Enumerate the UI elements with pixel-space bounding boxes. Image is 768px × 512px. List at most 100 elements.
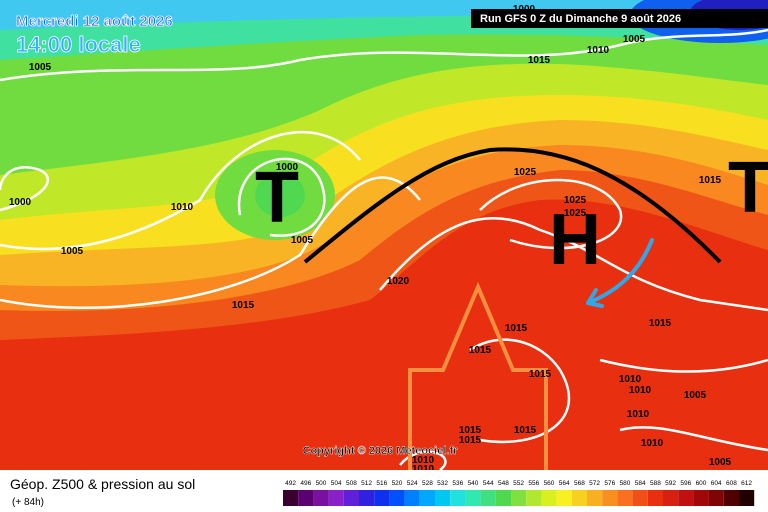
copyright: Copyright © 2026 Meteociel.fr (303, 445, 459, 457)
scale-swatch (343, 490, 359, 506)
scale-swatch (359, 490, 375, 506)
isobar-label: 1010 (587, 45, 610, 56)
scale-label: 512 (361, 480, 372, 487)
scale-swatch (404, 490, 420, 506)
scale-swatch (283, 490, 299, 506)
scale-swatch (419, 490, 435, 506)
isobar-label: 1005 (623, 34, 646, 45)
color-scale: 492 496 500 504 508 512 516 520 524 528 532 536 540 5… (283, 480, 755, 506)
scale-swatch (617, 490, 633, 506)
scale-swatch (495, 490, 511, 506)
run-box (471, 9, 768, 28)
isobar-label: 1015 (529, 369, 552, 380)
scale-swatch (663, 490, 679, 506)
isobar-label: 1005 (61, 246, 84, 257)
low-label: T (728, 148, 768, 228)
isobar-label: 1010 (171, 202, 194, 213)
isobar-label: 1010 (619, 374, 642, 385)
scale-swatch (435, 490, 451, 506)
scale-label: 560 (544, 480, 555, 487)
isobar-label: 1015 (505, 323, 528, 334)
low-label: T (255, 158, 299, 238)
valid-time: 14:00 locale (16, 32, 141, 57)
scale-swatch (450, 490, 466, 506)
advection-arrow (408, 281, 548, 470)
scale-label: 576 (604, 480, 615, 487)
isobar-label: 1000 (276, 162, 299, 173)
scale-label: 536 (452, 480, 463, 487)
isobar-label: 1015 (514, 425, 537, 436)
scale-label: 596 (680, 480, 691, 487)
isobar-label: 1025 (514, 167, 537, 178)
scale-label: 564 (559, 480, 570, 487)
scale-swatch (739, 490, 755, 506)
isobar-label: 1005 (684, 390, 707, 401)
isobars (0, 28, 768, 470)
map-field: T T H 1000100510001010100010051005101510… (0, 0, 768, 475)
scale-label: 500 (316, 480, 327, 487)
scale-label: 556 (528, 480, 539, 487)
scale-label: 532 (437, 480, 448, 487)
scale-swatch (587, 490, 603, 506)
scale-label: 504 (331, 480, 342, 487)
scale-swatch (602, 490, 618, 506)
scale-swatch (541, 490, 557, 506)
scale-swatch (313, 490, 329, 506)
scale-swatch (328, 490, 344, 506)
isobar-label: 1015 (699, 175, 722, 186)
scale-label: 520 (392, 480, 403, 487)
isobar-label: 1005 (709, 457, 732, 468)
isobar-label: 1010 (627, 409, 650, 420)
isobar-label: 1015 (469, 345, 492, 356)
footer-title: Géop. Z500 & pression au sol (10, 476, 195, 492)
valid-date: Mercredi 12 août 2026 (16, 13, 173, 30)
scale-label: 568 (574, 480, 585, 487)
forecast-lead: (+ 84h) (12, 497, 44, 508)
scale-swatch (723, 490, 739, 506)
scale-swatch (556, 490, 572, 506)
scale-swatch (708, 490, 724, 506)
scale-swatch (693, 490, 709, 506)
scale-label: 612 (741, 480, 752, 487)
isobar-labels: 1000100510001010100010051005101510201015… (9, 4, 732, 475)
flow-arrow (586, 238, 654, 308)
isobar-label: 1015 (459, 435, 482, 446)
scale-swatch (480, 490, 496, 506)
isobar-label: 1010 (412, 464, 435, 475)
scale-label: 528 (422, 480, 433, 487)
isobar-label: 1010 (412, 455, 435, 466)
scale-label: 540 (468, 480, 479, 487)
isobar-label: 1015 (459, 425, 482, 436)
isobar-label: 1005 (291, 235, 314, 246)
isobar-label: 1025 (564, 208, 587, 219)
scale-label: 552 (513, 480, 524, 487)
scale-label: 524 (407, 480, 418, 487)
scale-label: 604 (711, 480, 722, 487)
scale-swatch (632, 490, 648, 506)
scale-label: 496 (300, 480, 311, 487)
run-info: Run GFS 0 Z du Dimanche 9 août 2026 (480, 13, 681, 25)
scale-swatch (647, 490, 663, 506)
isobar-label: 1025 (564, 195, 587, 206)
scale-swatch (374, 490, 390, 506)
scale-label: 516 (376, 480, 387, 487)
ridge-axis (303, 147, 722, 264)
isobar-label: 1000 (9, 197, 32, 208)
scale-swatch (511, 490, 527, 506)
scale-label: 584 (635, 480, 646, 487)
scale-swatch (526, 490, 542, 506)
scale-label: 548 (498, 480, 509, 487)
scale-swatch (678, 490, 694, 506)
scale-label: 580 (620, 480, 631, 487)
isobar-label: 1010 (641, 438, 664, 449)
scale-label: 544 (483, 480, 494, 487)
scale-label: 588 (650, 480, 661, 487)
scale-label: 592 (665, 480, 676, 487)
scale-swatch (465, 490, 481, 506)
isobar-label: 1015 (649, 318, 672, 329)
scale-label: 572 (589, 480, 600, 487)
scale-label: 600 (696, 480, 707, 487)
isobar-label: 1010 (629, 385, 652, 396)
isobar-label: 1005 (29, 62, 52, 73)
